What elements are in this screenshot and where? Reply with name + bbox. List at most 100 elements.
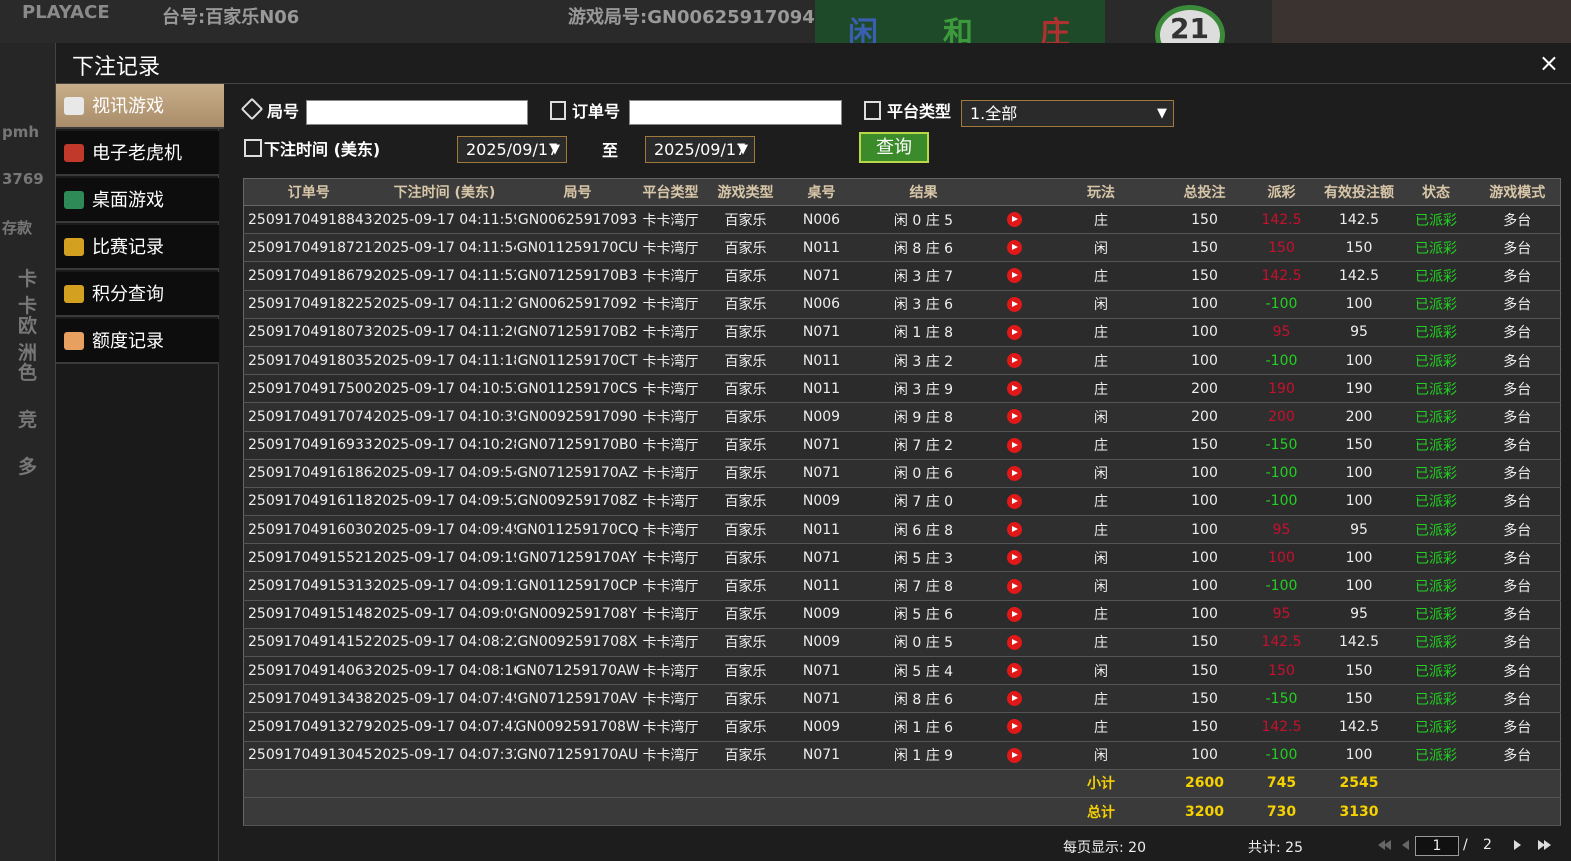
menu-item[interactable]: 比赛记录 (56, 225, 219, 270)
cell: 多台 (1474, 402, 1561, 432)
replay-icon[interactable] (1007, 550, 1022, 566)
summary-total-bet: 3200 (1166, 797, 1243, 827)
cell: N011 (789, 571, 854, 601)
cell: 2025-09-17 04:08:22 (373, 628, 516, 658)
cell: 百家乐 (701, 628, 790, 658)
round-input[interactable] (306, 100, 528, 125)
clipboard-icon (550, 101, 566, 120)
replay-icon[interactable] (1007, 747, 1022, 763)
bet-row: 250917049155212 2025-09-17 04:09:19 GN0712… (243, 543, 1561, 573)
menu-item[interactable]: 额度记录 (56, 319, 219, 364)
round-label: 局号 (267, 102, 300, 121)
cell: 250917049132796 (243, 712, 374, 742)
cell: 2025-09-17 04:11:20 (373, 318, 516, 347)
search-button[interactable]: 查询 (859, 132, 929, 163)
cell: 250917049130457 (243, 741, 374, 770)
next-last-buttons[interactable] (1511, 838, 1561, 852)
cell: 卡卡湾厅 (639, 543, 702, 573)
cell: 已派彩 (1397, 374, 1475, 404)
summary-spacer (1397, 769, 1561, 798)
side-nav-item: 3769 (2, 170, 44, 188)
cell: 多台 (1474, 628, 1561, 658)
replay-icon[interactable] (1007, 324, 1022, 340)
menu: 视讯游戏电子老虎机桌面游戏 比赛记录 积分查询 额度记录 (56, 84, 224, 861)
per-page: 每页显示: 20 (1063, 840, 1146, 856)
first-prev-buttons[interactable] (1376, 838, 1416, 852)
replay-icon[interactable] (1007, 381, 1022, 397)
cell: 闲 3 庄 9 (853, 374, 994, 404)
cell: 150 (1166, 431, 1243, 460)
cell: 百家乐 (701, 712, 790, 742)
cell: N071 (789, 656, 854, 686)
replay-cell (993, 205, 1036, 235)
replay-icon[interactable] (1007, 522, 1022, 538)
replay-icon[interactable] (1007, 634, 1022, 650)
side-nav-item: 竞 (18, 409, 38, 431)
replay-icon[interactable] (1007, 691, 1022, 707)
date-from[interactable]: 2025/09/17 ▼ (457, 136, 567, 163)
cell: 庄 (1035, 431, 1167, 460)
platform-select[interactable]: 1.全部 ▼ (961, 100, 1174, 127)
cell: -100 (1242, 741, 1321, 770)
cell: GN011259170CQ (515, 515, 640, 545)
summary-spacer (243, 797, 1036, 827)
replay-icon[interactable] (1007, 663, 1022, 679)
dropdown-arrow: ▼ (550, 142, 560, 157)
cell: 庄 (1035, 261, 1167, 291)
cell: N071 (789, 431, 854, 460)
replay-icon[interactable] (1007, 240, 1022, 256)
cell: 庄 (1035, 684, 1167, 714)
summary-payout: 745 (1242, 769, 1321, 798)
cell: 卡卡湾厅 (639, 374, 702, 404)
cell: 卡卡湾厅 (639, 261, 702, 291)
cell: 100 (1166, 318, 1243, 347)
cell: 100 (1320, 543, 1398, 573)
cell: 庄 (1035, 374, 1167, 404)
replay-icon[interactable] (1007, 719, 1022, 735)
replay-cell (993, 571, 1036, 601)
cell: 100 (1166, 459, 1243, 488)
menu-item[interactable]: 电子老虎机 (56, 131, 219, 176)
close-button[interactable]: × (1538, 49, 1559, 77)
cell: 2025-09-17 04:11:27 (373, 290, 516, 319)
replay-cell (993, 628, 1036, 658)
order-input[interactable] (629, 100, 842, 125)
replay-icon[interactable] (1007, 268, 1022, 284)
column-header: 平台类型 (639, 178, 702, 206)
page-input[interactable]: 1 (1415, 836, 1459, 856)
date-to[interactable]: 2025/09/17 ▼ (645, 136, 755, 163)
cell: 142.5 (1242, 712, 1321, 742)
dealer-video (1272, 0, 1571, 43)
replay-icon[interactable] (1007, 606, 1022, 622)
countdown: 21 (1170, 12, 1209, 45)
cell: 250917049155212 (243, 543, 374, 573)
cell: 卡卡湾厅 (639, 487, 702, 517)
cell: -100 (1242, 459, 1321, 488)
menu-item[interactable]: 视讯游戏 (56, 84, 224, 129)
cell: 闲 7 庄 2 (853, 431, 994, 460)
cell: 多台 (1474, 487, 1561, 517)
bet-record-modal: 下注记录 × 视讯游戏 电子老虎机 桌面游戏 比赛记录 积分查询 额度记录 局号 订单号 … (55, 43, 1571, 861)
round-no: 游戏局号:GN00625917094 (568, 7, 815, 28)
replay-icon[interactable] (1007, 437, 1022, 453)
menu-item[interactable]: 积分查询 (56, 272, 219, 317)
cell: GN011259170CS (515, 374, 640, 404)
cell: N009 (789, 712, 854, 742)
cell: -100 (1242, 487, 1321, 517)
cell: 100 (1320, 487, 1398, 517)
cell: 已派彩 (1397, 684, 1475, 714)
cell: 2025-09-17 04:09:52 (373, 487, 516, 517)
menu-item[interactable]: 桌面游戏 (56, 178, 219, 223)
replay-icon[interactable] (1007, 353, 1022, 369)
menu-label: 电子老虎机 (92, 143, 182, 164)
replay-icon[interactable] (1007, 493, 1022, 509)
replay-icon[interactable] (1007, 578, 1022, 594)
menu-icon (64, 238, 84, 256)
replay-icon[interactable] (1007, 296, 1022, 312)
replay-icon[interactable] (1007, 212, 1022, 228)
replay-icon[interactable] (1007, 409, 1022, 425)
cell: 多台 (1474, 346, 1561, 376)
cell: 多台 (1474, 712, 1561, 742)
cell: 142.5 (1320, 205, 1398, 235)
replay-icon[interactable] (1007, 465, 1022, 481)
